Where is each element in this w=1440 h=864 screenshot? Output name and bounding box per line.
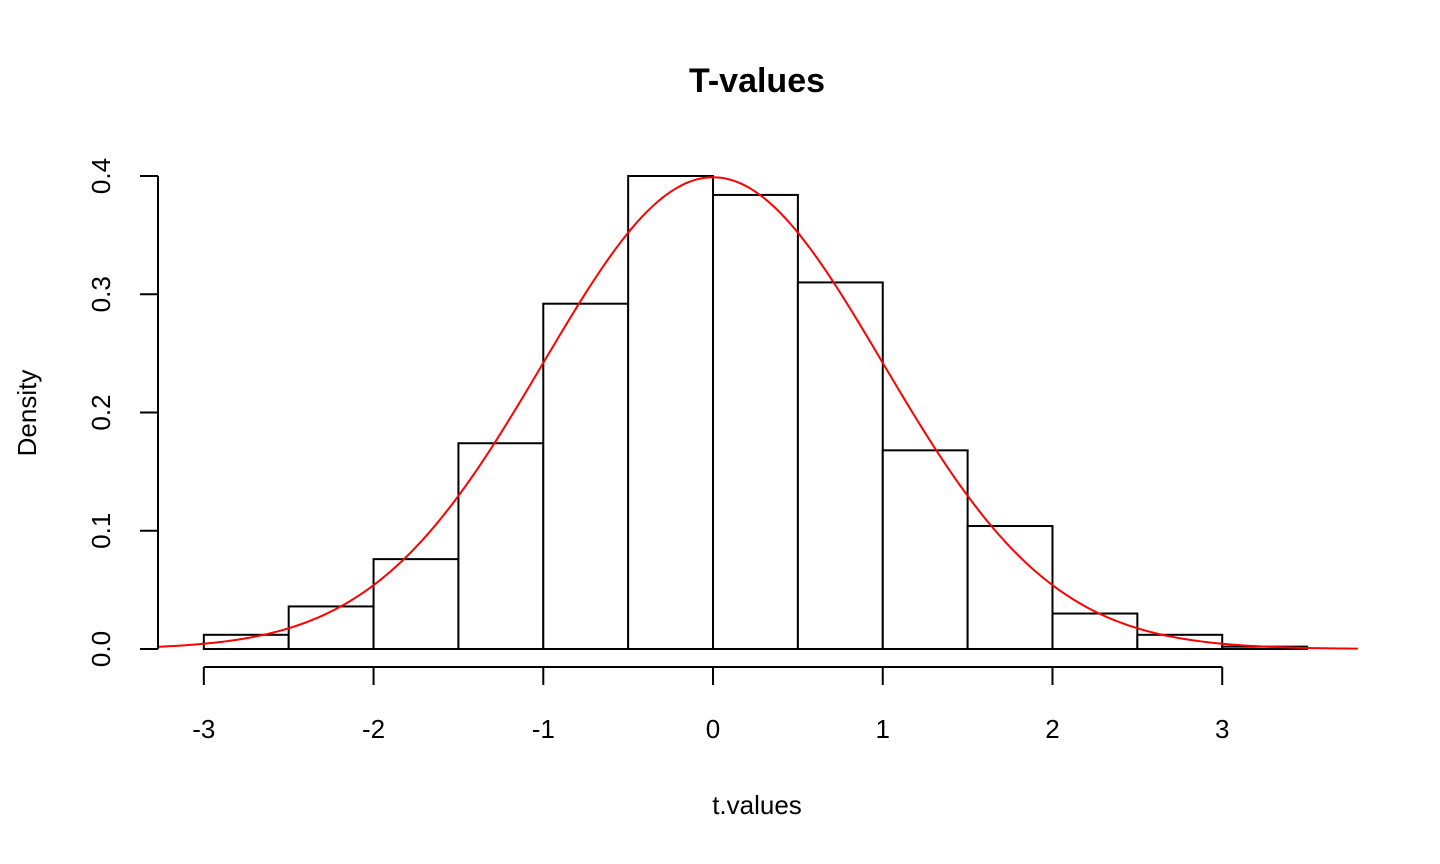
- histogram-bar: [966, 525, 1054, 651]
- y-tick-label: 0.2: [86, 394, 116, 430]
- y-tick-label: 0.0: [86, 631, 116, 667]
- histogram-bar: [542, 302, 630, 650]
- histogram-bar: [372, 558, 460, 651]
- x-tick-label: 2: [1045, 714, 1059, 744]
- y-tick-label: 0.1: [86, 513, 116, 549]
- x-tick-label: -3: [192, 714, 215, 744]
- histogram-bar: [796, 281, 884, 650]
- x-axis-label: t.values: [712, 790, 802, 820]
- histogram-bar: [1136, 633, 1224, 650]
- histogram-bar: [1051, 612, 1139, 651]
- histogram-bar: [712, 193, 799, 650]
- y-tick-label: 0.3: [86, 276, 116, 312]
- x-tick-label: -2: [362, 714, 385, 744]
- y-tick-label: 0.4: [86, 158, 116, 194]
- chart-title: T-values: [689, 62, 825, 100]
- x-tick-label: 0: [706, 714, 720, 744]
- y-axis-label: Density: [12, 370, 42, 457]
- histogram-bar: [457, 442, 545, 650]
- x-tick-label: 1: [876, 714, 890, 744]
- x-tick-label: 3: [1215, 714, 1229, 744]
- histogram-bar: [627, 175, 715, 650]
- histogram-bar: [287, 605, 375, 650]
- histogram-bar: [881, 449, 969, 650]
- x-tick-label: -1: [532, 714, 555, 744]
- x-axis: -3 -2 -1 0 1 2 3: [192, 666, 1229, 744]
- density-curve: [157, 176, 1359, 650]
- histogram-bars: [202, 175, 1309, 651]
- y-axis: 0.0 0.1 0.2 0.3 0.4: [86, 158, 159, 667]
